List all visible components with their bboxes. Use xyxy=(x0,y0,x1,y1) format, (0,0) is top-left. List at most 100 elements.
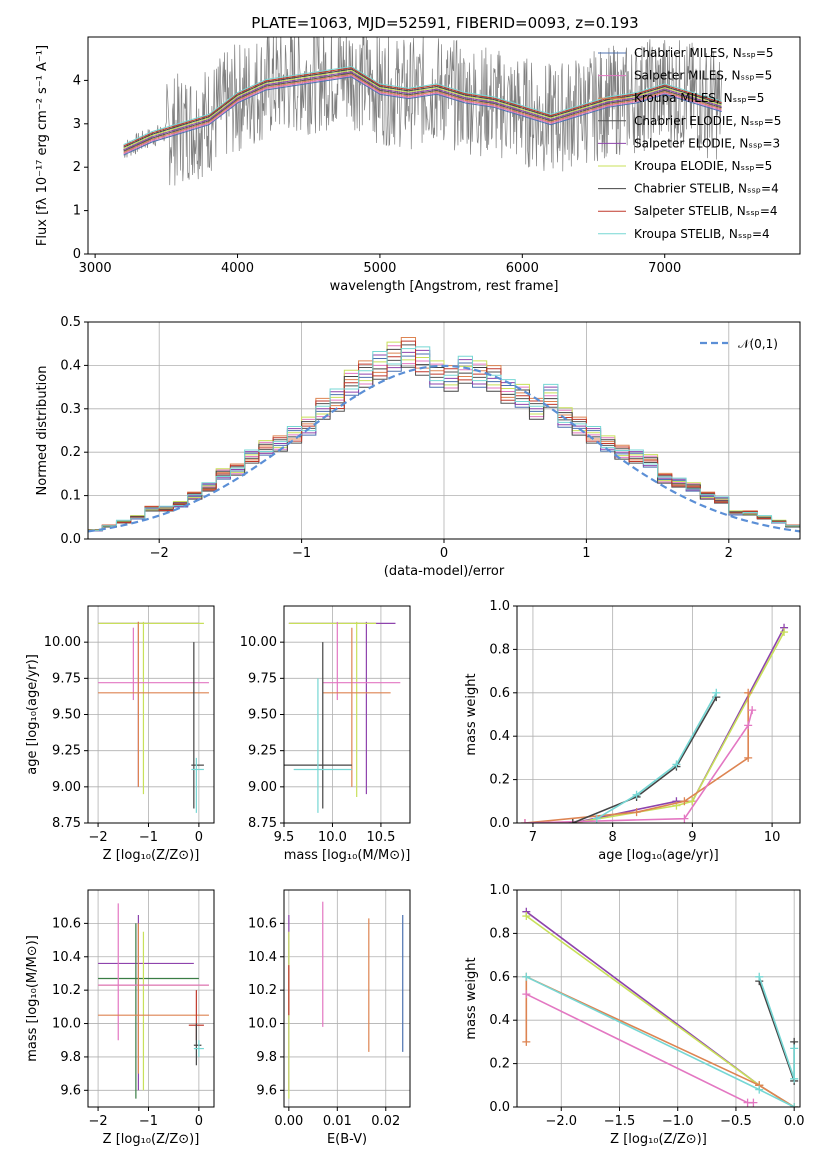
plot-area xyxy=(98,903,209,1099)
errorbar-point xyxy=(98,627,209,701)
normal-curve xyxy=(88,364,800,533)
histogram-step xyxy=(88,340,800,531)
x-tick-label: 8 xyxy=(609,830,617,845)
y-tick-label: 0.2 xyxy=(489,1057,510,1072)
errorbar-point xyxy=(193,1040,204,1057)
y-tick-label: 9.00 xyxy=(248,780,277,795)
model-spectrum-line xyxy=(123,75,722,155)
model-spectrum-line xyxy=(123,68,722,148)
y-tick-label: 0.5 xyxy=(60,315,81,330)
y-tick-label: 10.0 xyxy=(248,1017,277,1032)
y-tick-label: 9.25 xyxy=(52,744,81,759)
errorbar-point xyxy=(322,621,401,701)
weight-marker xyxy=(755,972,764,981)
errorbar-point xyxy=(322,627,391,787)
legend-label: Kroupa MILES, Nₛₛₚ=5 xyxy=(634,91,764,105)
x-tick-label: 2 xyxy=(725,546,733,561)
plot-area xyxy=(284,621,401,813)
errorbar-point xyxy=(288,621,396,795)
weight-marker xyxy=(680,797,689,806)
y-axis-label: mass weight xyxy=(464,673,479,755)
panel-mass-weight-vs-age: 7 8 9 10 0.0 0.2 0.4 0.6 0.8 1.0 age [log₁₀(age/yr… xyxy=(464,599,801,863)
y-tick-label: 1.0 xyxy=(489,883,510,898)
model-spectrum-line xyxy=(123,67,722,147)
y-tick-label: 10.6 xyxy=(248,916,277,931)
y-tick-label: 8.75 xyxy=(248,816,277,831)
weight-marker xyxy=(688,797,697,806)
x-tick-label: 7000 xyxy=(648,261,681,276)
y-tick-label: 10.2 xyxy=(248,983,277,998)
x-tick-label: −1.5 xyxy=(604,1114,636,1129)
legend-label: Chabrier STELIB, Nₛₛₚ=4 xyxy=(634,182,779,196)
y-tick-label: 10.00 xyxy=(44,635,81,650)
errorbar-point xyxy=(193,1023,202,1066)
x-tick-label: 3000 xyxy=(79,261,112,276)
weight-line xyxy=(525,911,795,1107)
weight-marker xyxy=(790,1103,799,1107)
weight-marker xyxy=(568,819,577,823)
weight-line xyxy=(524,709,753,823)
x-tick-label: 6000 xyxy=(506,261,539,276)
x-tick-label: −0.5 xyxy=(720,1114,752,1129)
figure-title: PLATE=1063, MJD=52591, FIBERID=0093, z=0… xyxy=(251,14,638,32)
y-tick-label: 9.50 xyxy=(248,708,277,723)
y-tick-label: 9.25 xyxy=(248,744,277,759)
weight-marker xyxy=(712,688,721,697)
weight-line xyxy=(572,631,785,823)
y-tick-label: 10.0 xyxy=(52,1017,81,1032)
y-axis-label: mass weight xyxy=(464,957,479,1039)
y-axis-label: mass [log₁₀(M/M⊙)] xyxy=(25,935,40,1062)
plot-area xyxy=(522,907,799,1107)
panel-mass-weight-vs-z: −2.0 −1.5 −1.0 −0.5 0.0 0.0 0.2 0.4 0.6 0.8 1.0 Z [… xyxy=(464,883,805,1147)
weight-marker xyxy=(780,628,789,637)
weight-marker xyxy=(522,972,531,981)
model-spectrum-line xyxy=(123,76,722,156)
x-tick-label: −1 xyxy=(139,1114,158,1129)
plot-area xyxy=(123,37,723,186)
axes-frame xyxy=(516,889,801,1108)
errorbar-point xyxy=(98,621,209,787)
y-tick-label: 4 xyxy=(73,73,81,88)
histogram-step xyxy=(88,346,800,532)
y-axis-label: Flux [fλ 10⁻¹⁷ erg cm⁻² s⁻¹ A⁻¹] xyxy=(35,45,50,246)
legend-label: Chabrier MILES, Nₛₛₚ=5 xyxy=(634,46,774,60)
x-tick-label: −1 xyxy=(292,546,311,561)
y-tick-label: 0.0 xyxy=(60,532,81,547)
x-tick-label: 10.0 xyxy=(318,830,347,845)
legend-label: Salpeter STELIB, Nₛₛₚ=4 xyxy=(634,204,778,218)
x-tick-label: −1.0 xyxy=(662,1114,694,1129)
y-tick-label: 0.2 xyxy=(489,773,510,788)
axes-frame xyxy=(283,889,411,1108)
errorbar-point xyxy=(98,923,209,1074)
axes-frame xyxy=(87,321,801,540)
weight-marker xyxy=(790,1044,799,1053)
y-tick-label: 9.50 xyxy=(52,708,81,723)
model-spectrum-line xyxy=(123,72,722,152)
x-tick-label: −2 xyxy=(88,1114,107,1129)
y-tick-label: 0.4 xyxy=(489,1013,510,1028)
errorbar-point xyxy=(288,621,377,797)
x-tick-label: 5000 xyxy=(363,261,396,276)
y-tick-label: 10.4 xyxy=(52,950,81,965)
y-tick-label: 0.8 xyxy=(489,642,510,657)
x-tick-label: 1 xyxy=(582,546,590,561)
weight-line xyxy=(525,993,754,1104)
panel-spectrum: 3000 4000 5000 6000 7000 0 1 2 3 4 wavelength [Ang… xyxy=(35,36,801,294)
model-spectrum-line xyxy=(123,65,722,146)
y-tick-label: 1.0 xyxy=(489,599,510,614)
y-tick-label: 0.4 xyxy=(489,729,510,744)
model-spectrum-line xyxy=(123,73,722,153)
x-tick-label: 0 xyxy=(195,830,203,845)
weight-line xyxy=(572,627,785,823)
weight-marker xyxy=(592,814,601,823)
y-tick-label: 9.00 xyxy=(52,780,81,795)
y-axis-label: age [log₁₀(age/yr)] xyxy=(25,654,40,775)
axes-frame xyxy=(283,605,411,824)
weight-line xyxy=(525,975,795,1107)
y-tick-label: 0 xyxy=(73,247,81,262)
y-tick-label: 0.4 xyxy=(60,358,81,373)
y-tick-label: 9.6 xyxy=(60,1083,81,1098)
axes-frame xyxy=(87,889,215,1108)
